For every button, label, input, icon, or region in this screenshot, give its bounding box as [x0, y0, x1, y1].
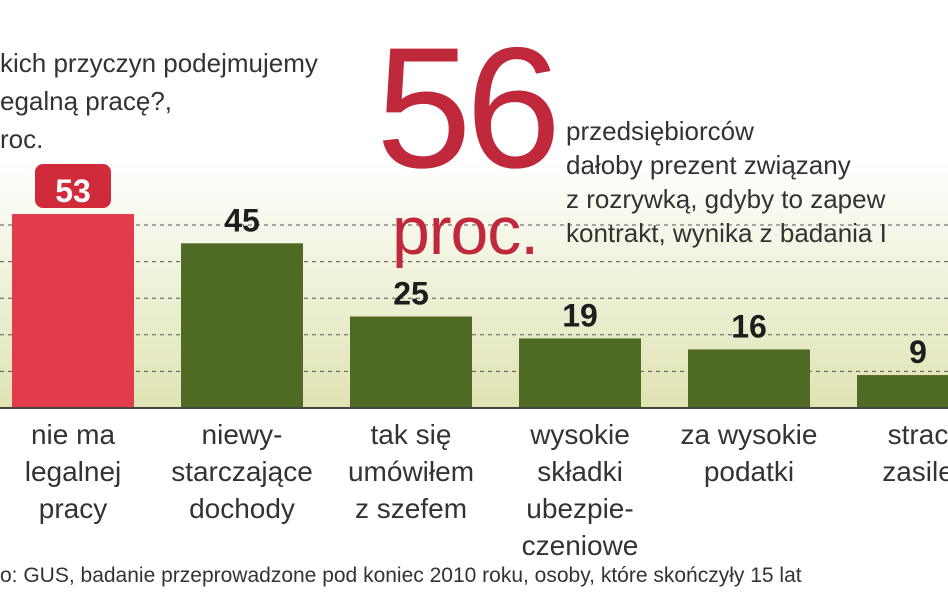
highlight-number: 56	[376, 12, 561, 204]
bar	[519, 338, 641, 408]
bar	[12, 214, 134, 408]
highlight-line-1: przedsiębiorców	[566, 116, 754, 146]
category-label-line: ubezpie-	[526, 493, 634, 524]
highlight-description: przedsiębiorców dałoby prezent związany …	[566, 114, 887, 250]
highlight-line-3: z rozrywką, gdyby to zapew	[566, 184, 886, 214]
question-line-3: roc.	[0, 124, 44, 154]
category-label: strac zasile	[833, 416, 948, 490]
category-label-line: nie ma	[30, 419, 116, 450]
category-label-line: legalnej	[24, 456, 122, 487]
category-label-line: strac	[887, 419, 948, 450]
category-label-line: za wysokie	[680, 419, 818, 450]
bar	[350, 316, 472, 408]
category-label: tak się umówiłem z szefem	[326, 416, 496, 527]
category-label-line: starczające	[171, 456, 313, 487]
value-label: 53	[55, 173, 91, 209]
value-labels: 53 45 25 19 16 9	[35, 164, 927, 370]
gridlines	[0, 224, 948, 372]
category-label-line: tak się	[370, 419, 452, 450]
bar	[857, 375, 948, 408]
category-label-line: wysokie	[530, 419, 630, 450]
category-label-line: czeniowe	[521, 530, 639, 561]
value-label: 45	[224, 202, 260, 238]
bar	[181, 243, 303, 408]
category-label-line: dochody	[189, 493, 295, 524]
value-badge	[35, 164, 111, 209]
category-label-line: podatki	[703, 456, 795, 487]
source-note: o: GUS, badanie przeprowadzone pod konie…	[0, 564, 802, 587]
bar	[688, 349, 810, 408]
category-label: niewy-starczające dochody	[157, 416, 327, 527]
value-label: 9	[909, 334, 927, 370]
highlight-line-2: dałoby prezent związany	[566, 150, 851, 180]
category-label: wysokie składki ubezpie-czeniowe	[495, 416, 665, 564]
value-label: 25	[393, 276, 429, 312]
highlight-line-4: kontrakt, wynika z badania I	[566, 218, 887, 248]
category-label: nie ma legalnej pracy	[0, 416, 158, 527]
bars	[12, 214, 948, 408]
category-label-line: niewy-	[201, 419, 283, 450]
question-line-1: kich przyczyn podejmujemy	[0, 48, 318, 78]
question-text: kich przyczyn podejmujemy egalną pracę?,…	[0, 44, 380, 158]
value-label: 16	[731, 308, 767, 344]
highlight-unit: proc.	[392, 193, 539, 269]
category-label-line: z szefem	[354, 493, 468, 524]
category-label-line: pracy	[38, 493, 108, 524]
category-label-line: składki	[537, 456, 623, 487]
value-label: 19	[562, 297, 598, 333]
question-line-2: egalną pracę?,	[0, 86, 173, 116]
category-label: za wysokie podatki	[664, 416, 834, 490]
category-label-line: umówiłem	[347, 456, 475, 487]
category-label-line: zasile	[882, 456, 948, 487]
